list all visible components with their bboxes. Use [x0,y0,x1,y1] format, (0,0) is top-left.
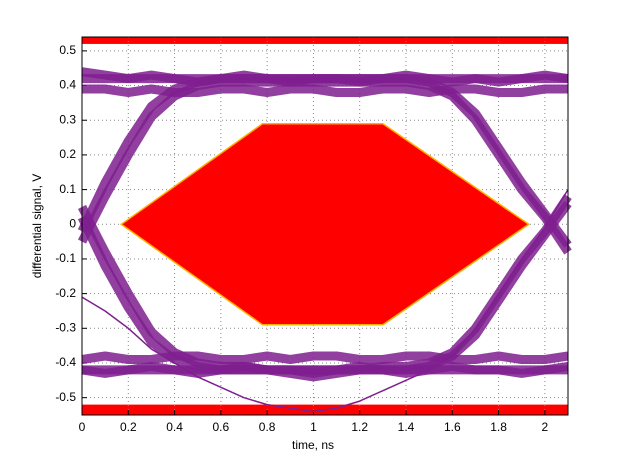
y-tick-label: 0 [69,216,76,230]
y-tick-label: -0.3 [55,320,76,334]
y-tick-label: -0.5 [55,390,76,404]
y-tick-label: 0.3 [59,112,76,126]
eye-mask [120,122,531,326]
x-tick-label: 1.6 [444,420,461,434]
x-tick-label: 1.4 [398,420,415,434]
y-tick-label: 0.4 [59,78,76,92]
y-axis-label: differential signal, V [30,174,44,279]
y-tick-label: -0.4 [55,355,76,369]
eye-trace [81,351,569,364]
x-tick-label: 2 [542,420,549,434]
y-tick-label: -0.1 [55,251,76,265]
eye-trace [82,200,572,375]
eye-trace [82,74,572,248]
eye-trace [81,189,569,413]
x-tick-label: 1.8 [490,420,507,434]
y-tick-label: -0.2 [55,286,76,300]
y-tick-label: 0.5 [59,43,76,57]
x-axis-label: time, ns [292,438,334,452]
x-tick-label: 0.4 [166,420,183,434]
limit-band [82,37,568,44]
x-tick-label: 0.2 [120,420,137,434]
x-tick-label: 0.6 [213,420,230,434]
x-tick-label: 0 [79,420,86,434]
x-tick-label: 1 [310,420,317,434]
y-tick-label: 0.1 [59,182,76,196]
plot-frame [81,36,569,416]
y-tick-label: 0.2 [59,147,76,161]
x-tick-label: 1.2 [351,420,368,434]
eye-trace [82,84,568,97]
x-tick-label: 0.8 [259,420,276,434]
